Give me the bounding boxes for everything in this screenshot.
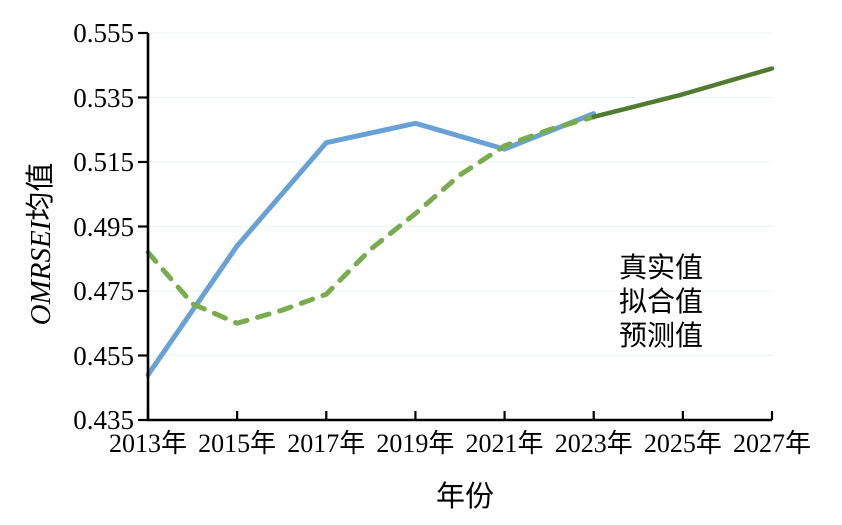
x-tick-label: 2015年 — [198, 429, 277, 458]
x-tick-label: 2017年 — [287, 429, 366, 458]
legend-entry-actual: 真实值 — [619, 253, 704, 284]
y-tick-label: 0.555 — [73, 18, 134, 48]
legend: 真实值 拟合值 预测值 — [619, 252, 703, 354]
x-tick-label: 2013年 — [108, 429, 187, 458]
y-tick-label: 0.515 — [73, 147, 134, 177]
y-tick-label: 0.475 — [73, 276, 134, 306]
x-tick-label: 2027年 — [732, 429, 811, 458]
y-tick-label: 0.535 — [73, 82, 134, 113]
series-line-2 — [591, 66, 775, 120]
x-tick-label: 2021年 — [465, 429, 544, 458]
series-line-0 — [145, 111, 597, 378]
x-tick-label: 2025年 — [643, 429, 722, 458]
y-tick-label: 0.495 — [73, 211, 134, 242]
series-line-1 — [145, 114, 597, 326]
legend-entry-fitted: 拟合值 — [619, 287, 704, 318]
data-series — [145, 66, 775, 378]
axes — [138, 31, 774, 422]
x-tick-label: 2023年 — [554, 429, 633, 458]
legend-entry-forecast: 预测值 — [619, 321, 704, 352]
x-axis-title: 年份 — [435, 481, 494, 513]
x-tick-label: 2019年 — [376, 429, 455, 458]
y-tick-label: 0.435 — [73, 405, 134, 435]
y-tick-label: 0.455 — [73, 340, 134, 371]
